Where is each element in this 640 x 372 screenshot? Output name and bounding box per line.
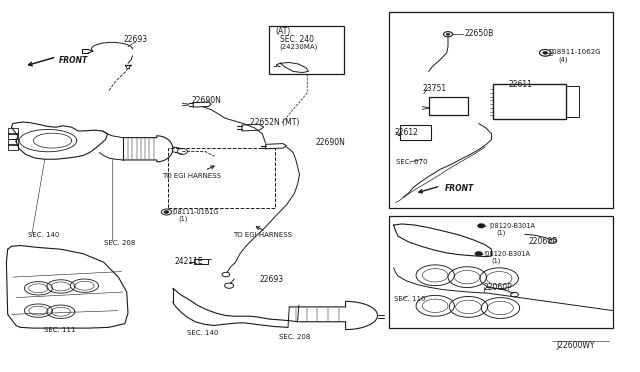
Bar: [429, 97, 468, 115]
Text: (1): (1): [178, 215, 188, 222]
Bar: [168, 148, 275, 208]
Text: SEC. 670: SEC. 670: [396, 159, 427, 165]
Text: 24211E: 24211E: [174, 257, 203, 266]
Text: 22611: 22611: [509, 80, 532, 89]
Bar: [194, 259, 208, 264]
Text: 22652N (MT): 22652N (MT): [250, 118, 299, 126]
Text: ¦08120-B301A: ¦08120-B301A: [483, 251, 530, 257]
Circle shape: [477, 224, 485, 228]
Text: 23751: 23751: [422, 84, 447, 93]
Bar: [493, 84, 566, 119]
Text: SEC. 208: SEC. 208: [278, 334, 310, 340]
Text: TO EGI HARNESS: TO EGI HARNESS: [233, 232, 292, 238]
Text: 22650B: 22650B: [465, 29, 494, 38]
Text: SEC. 240: SEC. 240: [280, 35, 314, 44]
Text: TO EGI HARNESS: TO EGI HARNESS: [163, 173, 221, 179]
Circle shape: [475, 251, 483, 256]
Text: SEC. 140: SEC. 140: [28, 232, 60, 238]
Circle shape: [543, 51, 548, 54]
Text: 22690N: 22690N: [191, 96, 221, 105]
Text: 22690N: 22690N: [316, 138, 346, 147]
Bar: [400, 125, 431, 140]
Circle shape: [164, 211, 169, 214]
Text: J22600WY: J22600WY: [557, 341, 595, 350]
Text: (1): (1): [492, 257, 501, 264]
Text: SEC. 208: SEC. 208: [104, 240, 135, 246]
Bar: [389, 12, 613, 208]
Bar: [269, 26, 344, 74]
Text: ¦08120-B301A: ¦08120-B301A: [488, 223, 534, 229]
Text: ¦08111-0161G: ¦08111-0161G: [172, 209, 219, 215]
Text: 22060P: 22060P: [529, 237, 557, 246]
Text: (24230MA): (24230MA): [279, 44, 317, 51]
Text: 22693: 22693: [260, 275, 284, 283]
Bar: [8, 128, 18, 134]
Text: SEC. 140: SEC. 140: [187, 330, 219, 336]
Text: 22060P: 22060P: [484, 283, 513, 292]
Text: SEC. 110: SEC. 110: [394, 296, 425, 302]
Text: FRONT: FRONT: [445, 185, 474, 193]
Text: ⓝ08911-1062G: ⓝ08911-1062G: [549, 49, 602, 55]
Text: SEC. 111: SEC. 111: [44, 327, 75, 333]
Circle shape: [446, 33, 450, 35]
Text: 22612: 22612: [394, 128, 418, 137]
Text: FRONT: FRONT: [59, 56, 88, 65]
Bar: [8, 133, 18, 139]
Text: (4): (4): [558, 56, 568, 63]
Text: (AT): (AT): [275, 27, 291, 36]
Text: 22693: 22693: [124, 35, 148, 44]
Text: (1): (1): [496, 229, 506, 236]
Bar: [8, 139, 18, 145]
Bar: [8, 144, 18, 150]
Bar: [566, 86, 579, 117]
Bar: [389, 216, 613, 328]
